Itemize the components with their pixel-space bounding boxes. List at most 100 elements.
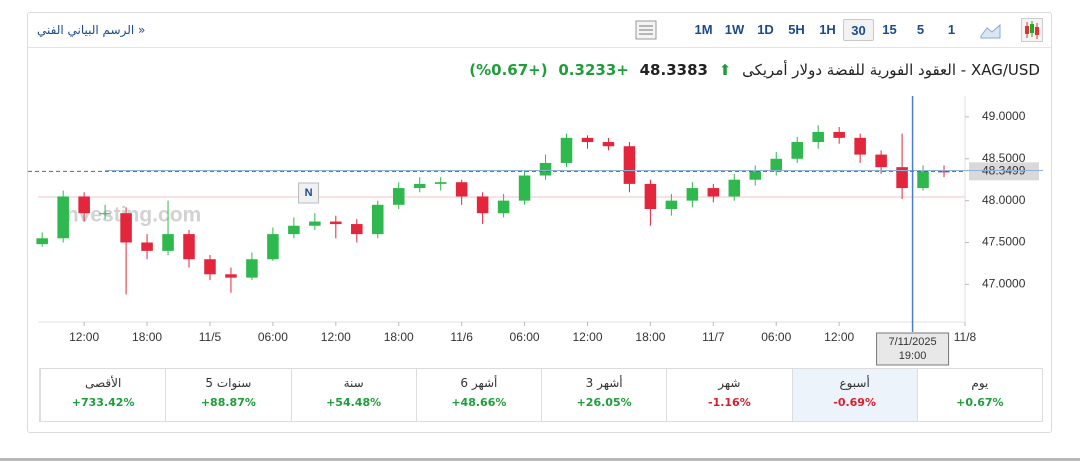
period-label: سنة xyxy=(343,376,364,390)
x-tick-label: 12:00 xyxy=(572,330,602,344)
performance-cell[interactable]: 3 أشهر +26.05% xyxy=(541,369,666,421)
crosshair-date: 7/11/2025 xyxy=(889,336,937,348)
period-change: +733.42% xyxy=(71,396,135,409)
candle-body xyxy=(36,238,48,245)
y-tick-label: 48.0000 xyxy=(982,193,1026,207)
period-label: 3 أشهر xyxy=(585,376,623,390)
timeframe-button[interactable]: 30 xyxy=(843,19,874,41)
candle-body xyxy=(707,188,720,197)
x-tick-label: 06:00 xyxy=(510,330,540,344)
chart-widget: الرسم البياني الفني » 1M 1W 1D 5H 1H 30 15 5 1 X… xyxy=(27,12,1052,433)
technical-chart-link[interactable]: الرسم البياني الفني » xyxy=(37,23,146,37)
candle-body xyxy=(686,188,699,201)
x-tick-label: 18:00 xyxy=(384,330,414,344)
last-price-box xyxy=(969,162,1039,181)
candle-body xyxy=(57,196,69,239)
x-tick-label: 18:00 xyxy=(635,330,665,344)
last-price: 48.3383 xyxy=(639,61,708,79)
timeframe-button[interactable]: 1 xyxy=(947,22,956,37)
period-label: شهر xyxy=(718,376,741,390)
y-tick-label: 47.0000 xyxy=(982,277,1026,291)
period-change: +48.66% xyxy=(451,396,507,409)
instrument-name: XAG/USD - العقود الفورية للفضة دولار أمر… xyxy=(742,61,1040,79)
candle-body xyxy=(434,182,447,184)
period-label: 6 أشهر xyxy=(460,376,498,390)
timeframe-button[interactable]: 15 xyxy=(882,22,897,37)
candle-body xyxy=(78,196,90,214)
candle-body xyxy=(560,137,573,163)
candle-body xyxy=(162,234,174,251)
candle-chart-icon[interactable] xyxy=(1021,18,1043,42)
candle-body xyxy=(497,200,510,214)
candle-body xyxy=(581,137,594,143)
event-marker-box xyxy=(298,182,320,204)
x-tick-label: 12:00 xyxy=(321,330,351,344)
performance-table: يوم +0.67% أسبوع -0.69% شهر -1.16% 3 أشهر +26.0… xyxy=(39,368,1043,422)
event-marker-label: N xyxy=(305,187,313,199)
timeframe-button[interactable]: 1D xyxy=(757,22,774,37)
performance-cell[interactable]: سنة +54.48% xyxy=(290,369,416,421)
candle-body xyxy=(938,171,950,173)
candle-body xyxy=(371,204,384,235)
candle-body xyxy=(728,179,741,197)
candle-body xyxy=(875,154,887,168)
candle-body xyxy=(854,137,866,155)
candle-body xyxy=(246,259,258,278)
period-change: +26.05% xyxy=(576,396,632,409)
up-arrow: ⬆ xyxy=(718,61,732,79)
toolbar: الرسم البياني الفني » 1M 1W 1D 5H 1H 30 15 5 1 xyxy=(28,13,1051,48)
candle-body xyxy=(413,183,426,189)
candle-body xyxy=(539,162,552,176)
performance-cell[interactable]: شهر -1.16% xyxy=(666,369,791,421)
change-percent: (+0.67%) xyxy=(469,61,548,79)
performance-cell[interactable]: 5 سنوات +88.87% xyxy=(165,369,290,421)
candle-body xyxy=(623,146,636,184)
candle-body xyxy=(602,142,615,147)
x-tick-label: 06:00 xyxy=(761,330,791,344)
x-tick-label: 11/5 xyxy=(199,330,222,344)
period-change: +54.48% xyxy=(326,396,382,409)
period-label: الأقصى xyxy=(84,376,122,390)
performance-cell[interactable]: الأقصى +733.42% xyxy=(40,369,165,421)
timeframe-button[interactable]: 1M xyxy=(694,22,713,37)
timeframe-button[interactable]: 5H xyxy=(788,22,805,37)
performance-cell[interactable]: أسبوع -0.69% xyxy=(791,369,917,421)
period-change: -1.16% xyxy=(708,396,751,409)
period-change: -0.69% xyxy=(833,396,876,409)
candle-body xyxy=(225,274,237,278)
table-icon[interactable] xyxy=(635,20,657,40)
change: +0.3233 xyxy=(558,61,629,79)
candle-body xyxy=(749,171,762,180)
period-change: +0.67% xyxy=(956,396,1004,409)
timeframe-button[interactable]: 1W xyxy=(724,22,745,37)
y-tick-label: 49.0000 xyxy=(982,109,1026,123)
candle-body xyxy=(791,142,803,159)
candle-body xyxy=(330,221,342,225)
period-label: أسبوع xyxy=(839,376,870,390)
performance-cell[interactable]: 6 أشهر +48.66% xyxy=(415,369,541,421)
candle-body xyxy=(309,221,321,226)
candle-body xyxy=(141,242,153,251)
area-chart-icon[interactable] xyxy=(980,21,1002,39)
candle-body xyxy=(665,200,678,209)
candle-body xyxy=(518,175,531,201)
candle-body xyxy=(896,167,908,189)
candle-body xyxy=(288,225,300,235)
crosshair-time: 19:00 xyxy=(899,350,927,362)
timeframes: 1M 1W 1D 5H 1H 30 15 5 1 xyxy=(688,19,967,41)
candle-body xyxy=(770,158,783,172)
quote-line: XAG/USD - العقود الفورية للفضة دولار أمر… xyxy=(463,61,1040,79)
x-tick-label: 11/7 xyxy=(702,330,725,344)
timeframe-button[interactable]: 1H xyxy=(819,22,836,37)
candle-body xyxy=(183,234,195,260)
candle-body xyxy=(455,182,468,197)
x-tick-label: 06:00 xyxy=(258,330,288,344)
performance-cell[interactable]: يوم +0.67% xyxy=(916,369,1042,421)
candle-body xyxy=(917,171,929,189)
timeframe-button[interactable]: 5 xyxy=(916,22,925,37)
candle-body xyxy=(99,213,111,215)
period-label: يوم xyxy=(971,376,989,390)
candle-body xyxy=(351,224,363,235)
